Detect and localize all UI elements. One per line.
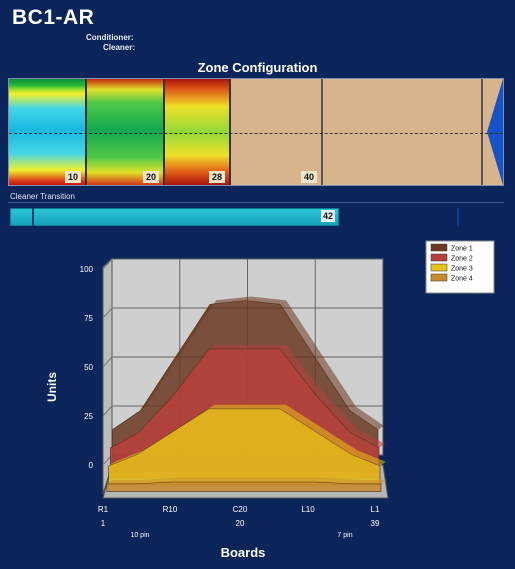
y-tick-label: 25 [84, 412, 93, 421]
cleaner-transition-start-tick [32, 208, 34, 226]
zone-end-arrow-icon [487, 79, 503, 185]
x-tick-label: R10 [163, 505, 178, 514]
x-tick-secondary-label: 1 [101, 519, 106, 528]
zone-segment-3[interactable]: 28 [165, 79, 231, 185]
x-tick-secondary-label: 20 [236, 519, 245, 528]
x-axis-title: Boards [221, 545, 266, 560]
x-tick-secondary-label: 39 [371, 519, 380, 528]
zone-segment-1-label: 10 [64, 171, 81, 183]
y-axis-title: Units [45, 372, 59, 402]
zone-segment-4[interactable]: 40 [231, 79, 323, 185]
conditioner-label: Conditioner: [86, 33, 134, 42]
pin-label-left: 10 pin [130, 532, 149, 539]
x-tick-label: L10 [301, 505, 315, 514]
cleaner-transition-divider [8, 202, 504, 203]
y-tick-label: 100 [80, 265, 94, 274]
cleaner-transition-value: 42 [321, 210, 336, 222]
cleaner-transition-label: Cleaner Transition [10, 192, 75, 201]
chart-gridline-side [102, 258, 113, 270]
x-tick-label: R1 [98, 505, 109, 514]
cleaner-transition-end-marker [457, 208, 459, 226]
chart-gridline-side [102, 356, 113, 368]
zone-segment-1[interactable]: 10 [9, 79, 87, 185]
legend-label-zone-2: Zone 2 [451, 256, 473, 263]
chart-gridline-side [102, 307, 113, 319]
zone-segment-2-label: 20 [142, 171, 159, 183]
series-top-band-zone-4 [106, 477, 388, 484]
app-title: BC1-AR [12, 6, 95, 29]
legend-swatch-zone-4 [430, 273, 448, 282]
zone-segment-3-label: 28 [208, 171, 225, 183]
zone-units-chart: 0 25 50 75 100 R1 R10 C20 L10 L1 1 20 39 10 pin 7 pin B… [45, 240, 495, 560]
zone-midline [9, 133, 503, 134]
legend-swatch-zone-1 [430, 243, 448, 252]
legend-label-zone-1: Zone 1 [451, 246, 473, 253]
series-area-zone-4 [106, 481, 382, 492]
legend-swatch-zone-3 [430, 263, 448, 272]
cleaner-transition-slider[interactable]: 42 [8, 206, 504, 228]
zone-segment-5[interactable] [323, 79, 483, 185]
series-top-band-zone-3 [108, 404, 386, 466]
cleaner-transition-fill [10, 208, 339, 226]
zone-configuration-title: Zone Configuration [197, 60, 318, 75]
legend-swatch-zone-2 [430, 253, 448, 262]
zone-segment-2[interactable]: 20 [87, 79, 165, 185]
cleaner-label: Cleaner: [103, 43, 136, 52]
x-tick-label: C20 [233, 505, 248, 514]
chart-gridline-side [102, 405, 113, 417]
x-tick-label: L1 [371, 505, 380, 514]
y-tick-label: 75 [84, 314, 93, 323]
y-tick-label: 0 [89, 461, 94, 470]
zone-segment-4-label: 40 [300, 171, 317, 183]
legend-label-zone-4: Zone 4 [451, 276, 473, 283]
pin-label-right: 7 pin [337, 532, 352, 539]
legend-label-zone-3: Zone 3 [451, 266, 473, 273]
y-tick-label: 50 [84, 363, 93, 372]
zone-bar[interactable]: 10 20 28 40 [8, 78, 504, 186]
